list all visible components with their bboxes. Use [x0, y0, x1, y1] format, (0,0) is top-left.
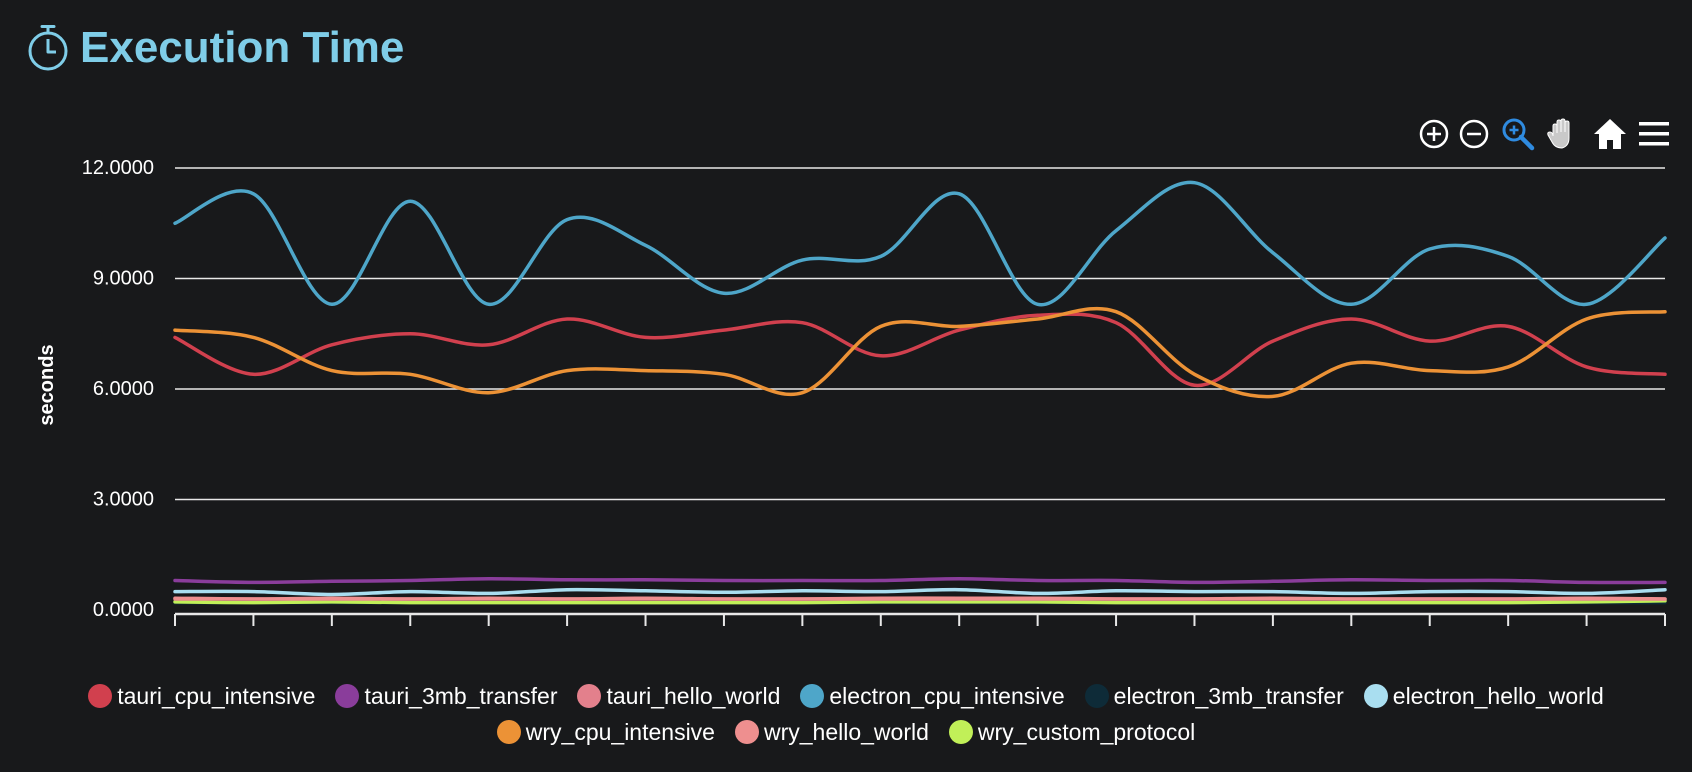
legend-item-wry-custom-protocol[interactable]: wry_custom_protocol [948, 718, 1196, 746]
y-axis-label: seconds [36, 344, 58, 425]
legend-item-tauri-hello-world[interactable]: tauri_hello_world [577, 683, 780, 710]
legend-label: tauri_hello_world [606, 682, 781, 709]
legend-label: tauri_cpu_intensive [117, 682, 316, 709]
chart-legend: tauri_cpu_intensive tauri_3mb_transfer tau… [0, 678, 1692, 750]
series-line-electron-hello-world[interactable] [173, 587, 1667, 597]
legend-label: wry_cpu_intensive [525, 718, 715, 745]
page-title: Execution Time [80, 23, 405, 72]
legend-marker [948, 720, 973, 744]
legend-item-electron-hello-world[interactable]: electron_hello_world [1363, 682, 1604, 710]
series-line-wry-cpu-intensive[interactable] [173, 306, 1667, 399]
legend-item-electron-cpu-intensive[interactable]: electron_cpu_intensive [800, 682, 1065, 710]
legend-marker [496, 720, 521, 744]
legend-row: wry_cpu_intensive wry_hello_world wry_cust… [0, 714, 1692, 750]
series-line-wry-custom-protocol[interactable] [173, 599, 1667, 605]
legend-marker [335, 684, 360, 708]
selection-zoom-icon[interactable] [1500, 116, 1536, 152]
y-tick-label: 3.0000 [93, 489, 154, 511]
legend-marker [800, 684, 825, 708]
y-tick-label: 12.0000 [82, 157, 154, 179]
zoom-in-icon[interactable] [1416, 116, 1452, 152]
legend-marker [577, 684, 602, 708]
legend-label: wry_hello_world [763, 718, 929, 745]
x-axis [174, 612, 1666, 626]
series-line-electron-cpu-intensive[interactable] [173, 180, 1667, 307]
stopwatch-icon [28, 25, 68, 71]
legend-label: tauri_3mb_transfer [364, 682, 558, 709]
legend-label: wry_custom_protocol [977, 718, 1196, 745]
y-tick-labels: 0.0000 3.0000 6.0000 9.0000 12.0000 [82, 157, 154, 621]
legend-item-electron-3mb-transfer[interactable]: electron_3mb_transfer [1084, 682, 1344, 710]
series-line-tauri-3mb-transfer[interactable] [173, 576, 1667, 585]
series-layer [173, 180, 1667, 605]
series-line-tauri-cpu-intensive[interactable] [173, 312, 1667, 388]
chart-header: Execution Time [26, 18, 404, 78]
y-tick-label: 6.0000 [93, 378, 154, 400]
legend-label: electron_3mb_transfer [1113, 682, 1344, 709]
legend-item-tauri-3mb-transfer[interactable]: tauri_3mb_transfer [335, 683, 557, 710]
chart-toolbar [1416, 116, 1676, 152]
legend-item-wry-cpu-intensive[interactable]: wry_cpu_intensive [496, 718, 715, 746]
legend-row: tauri_cpu_intensive tauri_3mb_transfer tau… [0, 678, 1692, 714]
y-tick-label: 9.0000 [93, 268, 154, 290]
zoom-out-icon[interactable] [1456, 116, 1492, 152]
legend-marker [1084, 684, 1109, 708]
menu-icon[interactable] [1636, 116, 1672, 152]
pan-hand-icon[interactable] [1544, 116, 1580, 152]
legend-marker [1363, 684, 1388, 708]
legend-item-wry-hello-world[interactable]: wry_hello_world [734, 718, 929, 746]
legend-marker [734, 720, 759, 744]
legend-marker [88, 684, 113, 708]
grid-layer [175, 167, 1665, 501]
legend-item-tauri-cpu-intensive[interactable]: tauri_cpu_intensive [88, 683, 315, 710]
legend-label: electron_cpu_intensive [829, 682, 1065, 709]
y-tick-label: 0.0000 [93, 599, 154, 621]
series-line-wry-hello-world[interactable] [173, 596, 1667, 601]
legend-label: electron_hello_world [1392, 682, 1604, 709]
reset-home-icon[interactable] [1592, 116, 1628, 152]
